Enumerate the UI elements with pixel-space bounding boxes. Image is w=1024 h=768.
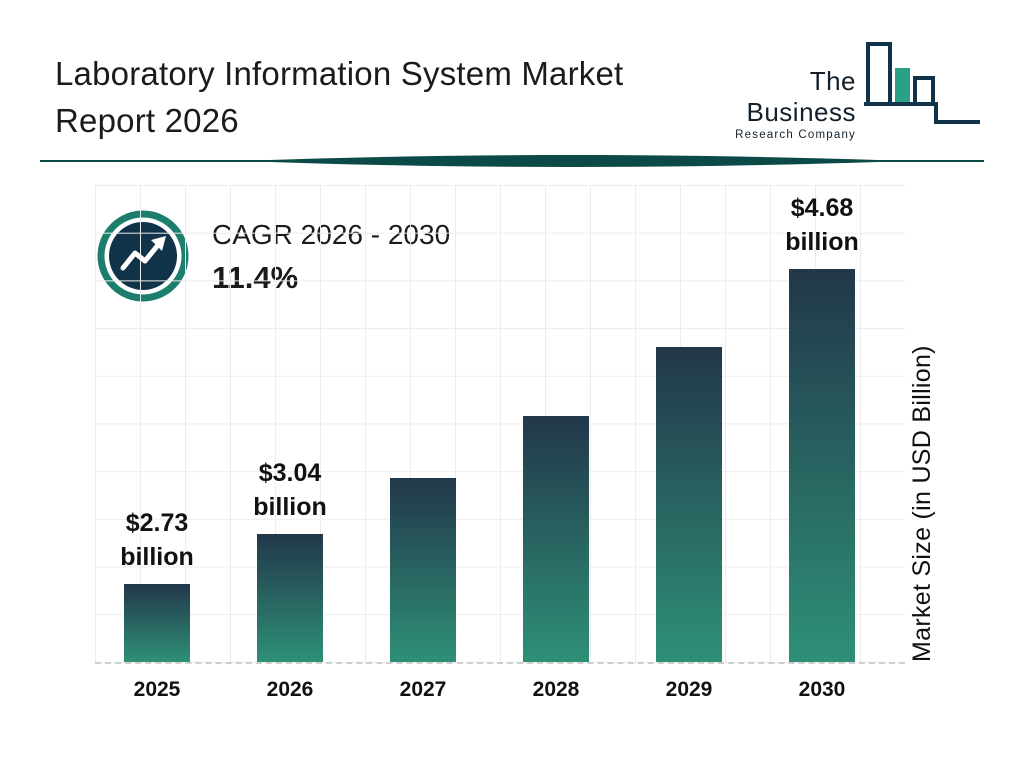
- bar-value-label-2030: $4.68 billion: [785, 194, 859, 256]
- bar-2028: [523, 416, 589, 662]
- logo-name: The Business: [746, 66, 856, 127]
- bar-value-label-2026: $3.04 billion: [253, 459, 327, 521]
- bar-2027: [390, 478, 456, 662]
- x-axis-label-2030: 2030: [798, 678, 846, 701]
- x-axis-label-2027: 2027: [399, 678, 447, 701]
- bar-2026: [257, 534, 323, 662]
- x-axis-label-2029: 2029: [665, 678, 713, 701]
- page-title-line1: Laboratory Information System Market: [55, 55, 624, 92]
- company-logo: The Business Research Company: [726, 40, 984, 141]
- bar-2029: [656, 347, 722, 662]
- bar-value-label-2025: $2.73 billion: [120, 509, 194, 571]
- bar-chart-logo-icon: [862, 40, 984, 137]
- bar-2030: [789, 269, 855, 662]
- page-title: Laboratory Information System Market Rep…: [55, 50, 735, 144]
- x-axis-label-2028: 2028: [532, 678, 580, 701]
- divider-line: [40, 153, 984, 169]
- logo-subtitle: Research Company: [735, 129, 856, 141]
- x-axis: 2025 2026 2027 2028 2029 2030: [95, 678, 905, 712]
- y-axis-title: Market Size (in USD Billion): [908, 345, 936, 662]
- plot-area: $2.73 billion $3.04 billion $4.68 billion: [95, 185, 905, 664]
- bar-2025: [124, 584, 190, 662]
- page-title-line2: Report 2026: [55, 102, 239, 139]
- x-axis-label-2026: 2026: [266, 678, 314, 701]
- x-axis-label-2025: 2025: [133, 678, 181, 701]
- company-logo-text: The Business Research Company: [726, 66, 856, 141]
